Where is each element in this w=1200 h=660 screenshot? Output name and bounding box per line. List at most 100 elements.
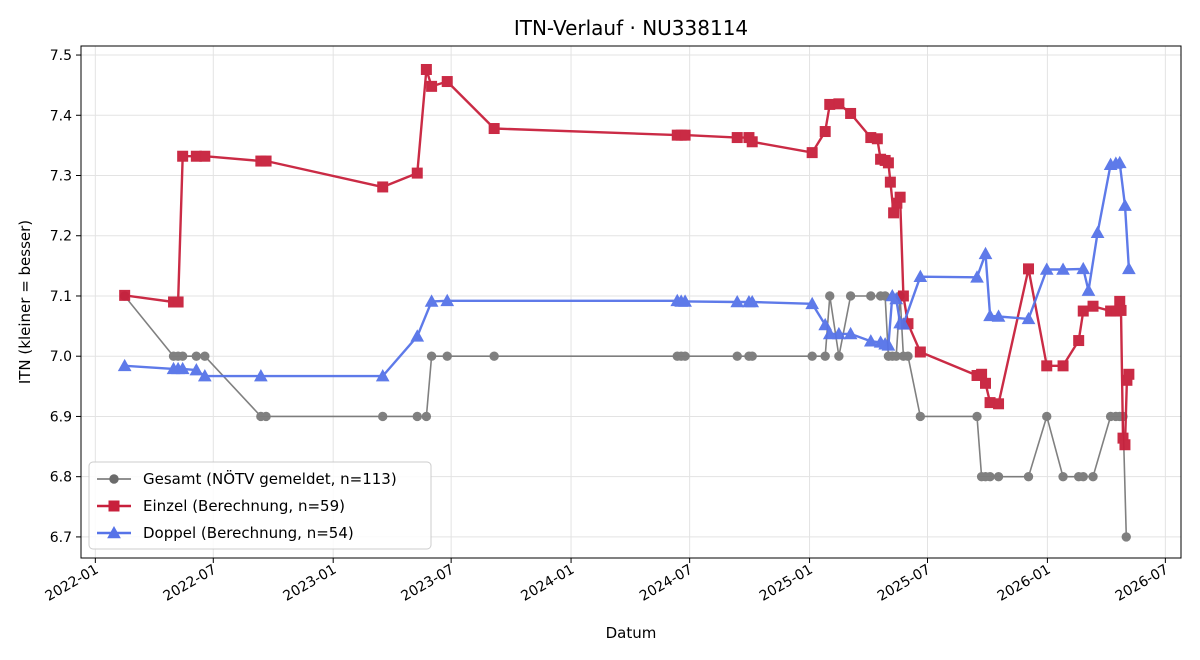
data-point-gesamt (732, 351, 742, 361)
chart-title: ITN-Verlauf · NU338114 (514, 16, 748, 40)
data-point-gesamt (412, 411, 422, 422)
data-point-einzel (420, 63, 432, 75)
data-point-doppel (254, 369, 268, 382)
y-tick-label: 6.8 (50, 470, 72, 486)
data-point-gesamt (747, 351, 757, 361)
data-point-einzel (172, 296, 184, 308)
data-point-doppel (863, 334, 878, 347)
y-tick-label: 7.0 (50, 349, 72, 365)
data-point-gesamt (191, 351, 202, 361)
data-point-doppel (991, 309, 1006, 322)
plot-series (117, 63, 1136, 542)
data-point-einzel (411, 167, 423, 179)
data-point-gesamt (1121, 532, 1131, 542)
data-point-gesamt (915, 411, 926, 422)
data-point-einzel (824, 98, 836, 110)
data-point-gesamt (1058, 471, 1068, 482)
legend-label-einzel: Einzel (Berechnung, n=59) (143, 497, 345, 515)
data-point-doppel (1112, 155, 1127, 169)
data-point-doppel (889, 291, 904, 305)
data-point-gesamt (807, 351, 817, 361)
data-point-gesamt (680, 351, 690, 361)
y-axis: 6.7 6.8 6.9 7.0 7.1 7.2 7.3 7.4 7.5 (50, 48, 81, 546)
data-point-einzel (377, 181, 389, 193)
series-doppel (117, 155, 1136, 382)
data-point-doppel (1056, 262, 1070, 275)
data-point-doppel (818, 317, 833, 331)
data-point-doppel (175, 361, 190, 375)
data-point-gesamt (177, 351, 188, 361)
series-einzel (119, 63, 1135, 451)
data-point-einzel (976, 368, 988, 380)
data-point-gesamt (426, 351, 437, 361)
data-point-gesamt (378, 411, 388, 422)
data-point-einzel (833, 98, 845, 110)
data-point-doppel (881, 338, 896, 351)
legend: Gesamt (NÖTV gemeldet, n=113) Einzel (Be… (88, 461, 432, 550)
data-point-einzel (806, 147, 818, 159)
data-point-doppel (1122, 261, 1136, 275)
data-point-einzel (1115, 304, 1127, 316)
data-point-einzel (679, 129, 691, 141)
data-point-doppel (410, 329, 425, 342)
data-point-doppel (678, 294, 692, 307)
y-tick-label: 7.2 (50, 229, 72, 245)
data-point-gesamt (489, 351, 499, 361)
data-point-gesamt (820, 351, 830, 361)
data-point-doppel (117, 358, 132, 372)
data-point-doppel (424, 294, 439, 307)
data-point-doppel (832, 326, 846, 340)
data-point-gesamt (1042, 411, 1052, 422)
data-point-doppel (189, 363, 204, 376)
y-tick-label: 7.1 (50, 289, 72, 305)
y-tick-label: 6.7 (50, 530, 72, 546)
data-point-gesamt (993, 471, 1004, 482)
data-point-gesamt (903, 351, 913, 361)
data-point-gesamt (442, 351, 452, 361)
data-point-doppel (375, 369, 390, 382)
data-point-doppel (913, 269, 928, 283)
data-point-gesamt (1078, 471, 1088, 482)
data-point-einzel (119, 289, 131, 301)
legend-label-doppel: Doppel (Berechnung, n=54) (143, 524, 354, 542)
data-point-einzel (260, 155, 272, 167)
data-point-doppel (745, 294, 760, 308)
data-point-einzel (1077, 305, 1089, 317)
data-point-doppel (1076, 261, 1091, 275)
data-point-einzel (845, 107, 857, 119)
data-point-einzel (441, 76, 453, 88)
legend-frame (88, 461, 432, 550)
plot-frame (80, 45, 1182, 559)
data-point-doppel (843, 326, 858, 340)
data-point-doppel (440, 293, 455, 307)
data-point-doppel (197, 369, 212, 382)
data-point-gesamt (421, 411, 432, 422)
data-point-doppel (983, 308, 997, 322)
data-point-einzel (1087, 300, 1099, 312)
data-point-gesamt (825, 291, 835, 301)
y-tick-label: 7.5 (50, 48, 72, 64)
data-point-doppel (896, 317, 911, 330)
data-point-einzel (1114, 295, 1126, 307)
data-point-doppel (805, 296, 820, 310)
data-point-gesamt (834, 351, 844, 361)
data-point-doppel (1081, 283, 1096, 296)
data-point-gesamt (845, 291, 856, 301)
y-tick-label: 7.3 (50, 169, 72, 185)
data-point-doppel (822, 326, 837, 340)
data-point-gesamt (866, 291, 876, 301)
data-point-einzel (888, 207, 900, 219)
data-point-einzel (1073, 335, 1085, 347)
data-point-einzel (871, 133, 883, 145)
legend-marker-gesamt (109, 474, 119, 484)
data-point-einzel (894, 191, 906, 203)
data-point-einzel (177, 150, 189, 162)
data-point-einzel (199, 150, 211, 162)
data-point-doppel (1118, 198, 1132, 211)
x-axis-title: Datum (606, 624, 657, 642)
data-point-einzel (914, 346, 926, 358)
data-point-einzel (980, 377, 992, 389)
data-point-einzel (488, 123, 500, 135)
data-point-einzel (1041, 360, 1053, 372)
data-point-einzel (746, 136, 758, 148)
